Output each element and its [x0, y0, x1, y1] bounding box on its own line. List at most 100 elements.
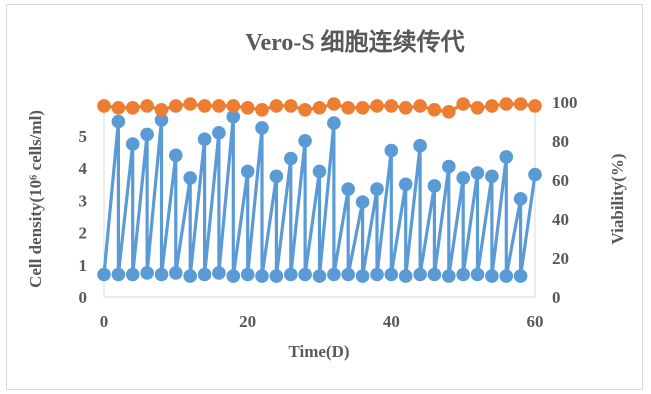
- series-0-point-43: [413, 138, 427, 153]
- series-0-point-19: [240, 164, 255, 179]
- series-0-point-20: [240, 267, 255, 282]
- series-0-point-25: [284, 151, 298, 166]
- series-1-point-27: [485, 99, 499, 113]
- series-0-point-53: [485, 169, 499, 184]
- series-1-point-22: [413, 99, 427, 113]
- series-1-point-2: [125, 101, 140, 115]
- series-1-point-21: [398, 101, 413, 115]
- series-0-point-10: [169, 266, 183, 280]
- series-1-point-24: [442, 105, 456, 119]
- series-0-point-15: [212, 126, 226, 140]
- series-0-point-28: [298, 267, 312, 282]
- series-1-point-17: [341, 101, 356, 115]
- series-0-point-56: [499, 269, 514, 283]
- series-1-point-13: [284, 99, 298, 113]
- series-1-point-14: [298, 103, 312, 117]
- series-1-point-15: [312, 101, 327, 115]
- series-0-point-29: [312, 164, 327, 179]
- chart-frame: Vero-S 细胞连续传代 0 1 2 3 4 5 0 20 40 60 80 100 0 20 40 6…: [6, 4, 643, 390]
- series-1-point-8: [212, 99, 226, 113]
- series-0-point-52: [470, 267, 485, 282]
- series-0-point-37: [370, 182, 384, 196]
- series-1-point-25: [456, 97, 471, 111]
- series-0-point-31: [327, 116, 341, 130]
- series-0-point-5: [140, 127, 154, 142]
- left-tick-label-3: 3: [79, 191, 88, 210]
- series-1-point-26: [470, 101, 485, 115]
- series-0-point-36: [355, 269, 370, 283]
- series-0-point-51: [470, 166, 485, 180]
- series-1-point-3: [140, 99, 154, 113]
- series-1-point-7: [197, 99, 212, 113]
- series-layer: [97, 97, 542, 283]
- series-0-point-14: [197, 267, 212, 282]
- x-axis-title: Time(D): [288, 342, 349, 361]
- series-1-point-19: [370, 99, 384, 113]
- x-tick-labels: 0 20 40 60: [100, 312, 544, 331]
- series-0-point-48: [442, 269, 456, 283]
- series-0-point-45: [427, 179, 442, 193]
- series-0-point-0: [97, 267, 111, 282]
- left-tick-label-2: 2: [79, 224, 88, 243]
- series-0-point-16: [212, 266, 226, 280]
- series-0-point-38: [370, 267, 384, 282]
- series-0-point-8: [154, 267, 169, 282]
- series-0-point-23: [269, 169, 284, 184]
- series-0-point-42: [398, 269, 413, 283]
- series-0-point-46: [427, 267, 442, 282]
- series-0-point-54: [485, 269, 499, 283]
- series-0-point-24: [269, 269, 284, 283]
- right-tick-label-5: 100: [552, 93, 578, 112]
- right-tick-label-4: 80: [552, 132, 569, 151]
- series-1-point-29: [513, 97, 528, 111]
- series-1-point-10: [240, 101, 255, 115]
- series-1-point-5: [169, 99, 183, 113]
- series-1-point-0: [97, 99, 111, 113]
- series-0-point-34: [341, 267, 356, 282]
- series-1-point-6: [183, 97, 197, 111]
- series-0-point-59: [528, 167, 542, 182]
- series-0-point-21: [255, 121, 269, 135]
- series-1: [97, 97, 542, 119]
- right-tick-label-3: 60: [552, 171, 569, 190]
- series-0-point-11: [183, 171, 197, 185]
- series-1-point-18: [355, 101, 370, 115]
- series-0-point-47: [442, 159, 456, 174]
- series-0-point-17: [226, 109, 241, 124]
- series-0-point-35: [355, 195, 370, 209]
- right-axis-title: Viability(%): [608, 154, 627, 245]
- left-tick-label-5: 5: [79, 127, 88, 146]
- series-1-point-12: [269, 99, 284, 113]
- x-tick-label-1: 20: [239, 312, 256, 331]
- series-1-point-4: [154, 103, 169, 117]
- series-1-point-16: [327, 97, 341, 111]
- series-1-point-20: [384, 99, 399, 113]
- series-0-point-13: [197, 132, 212, 146]
- series-1-point-23: [427, 103, 442, 117]
- series-0-point-18: [226, 269, 241, 283]
- series-0-point-40: [384, 267, 399, 282]
- series-0-point-57: [513, 192, 528, 206]
- x-tick-label-2: 40: [383, 312, 400, 331]
- series-0-point-7: [154, 113, 169, 127]
- series-0-point-12: [183, 269, 197, 283]
- right-tick-label-1: 20: [552, 249, 569, 268]
- series-0-point-22: [255, 269, 269, 283]
- series-0-line: [102, 115, 537, 278]
- series-0-point-26: [284, 267, 298, 282]
- chart-svg: Vero-S 细胞连续传代 0 1 2 3 4 5 0 20 40 60 80 100 0 20 40 6…: [26, 28, 627, 361]
- series-0-point-2: [111, 267, 126, 282]
- series-0-point-30: [312, 269, 327, 283]
- series-1-point-1: [111, 101, 126, 115]
- series-0-point-6: [140, 266, 154, 280]
- series-0-point-50: [456, 267, 471, 282]
- series-0-point-27: [298, 134, 312, 148]
- series-0: [97, 109, 542, 283]
- left-tick-labels: 0 1 2 3 4 5: [79, 127, 88, 307]
- series-0-point-4: [125, 267, 140, 282]
- series-0-point-3: [125, 137, 140, 151]
- series-0-point-58: [513, 269, 528, 283]
- left-tick-label-4: 4: [79, 159, 88, 178]
- series-1-point-9: [226, 99, 241, 113]
- left-axis-title: Cell density(10⁶ cells/ml): [26, 110, 45, 288]
